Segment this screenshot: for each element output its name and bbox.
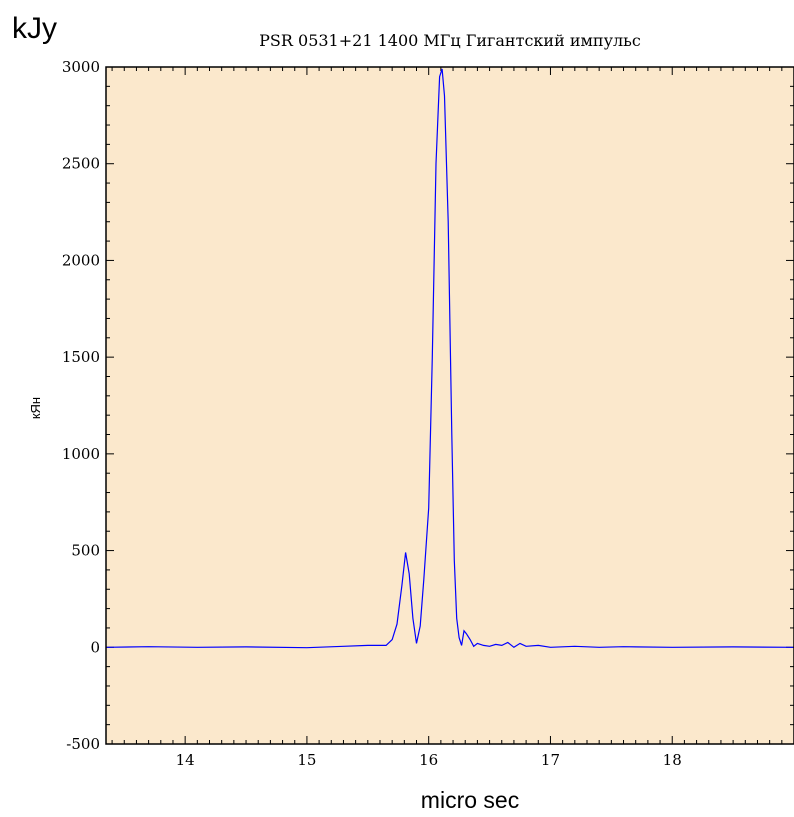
y-tick-label: 2500 [62,155,100,173]
plot-area [106,67,794,744]
y-tick-labels: -500 0 500 1000 1500 2000 2500 3000 [62,58,100,753]
y-tick-label: 3000 [62,58,100,76]
x-axis-label: micro sec [421,787,519,813]
y-tick-label: 1000 [62,445,100,463]
x-tick-label: 18 [663,751,682,769]
y-tick-label: -500 [66,735,100,753]
x-tick-label: 17 [541,751,560,769]
y-tick-label: 0 [90,638,100,656]
y-tick-label: 1500 [62,348,100,366]
corner-unit-label: kJy [12,12,57,45]
y-tick-label: 500 [71,542,100,560]
x-tick-label: 16 [419,751,438,769]
chart-title: PSR 0531+21 1400 МГц Гигантский импульс [259,31,641,50]
x-tick-labels: 14 15 16 17 18 [176,751,682,769]
series-line-flux [105,68,794,649]
plot-frame [105,66,794,745]
x-tick-label: 15 [297,751,316,769]
y-axis-label: кЯн [28,397,43,419]
x-tick-label: 14 [176,751,195,769]
y-tick-label: 2000 [62,251,100,269]
